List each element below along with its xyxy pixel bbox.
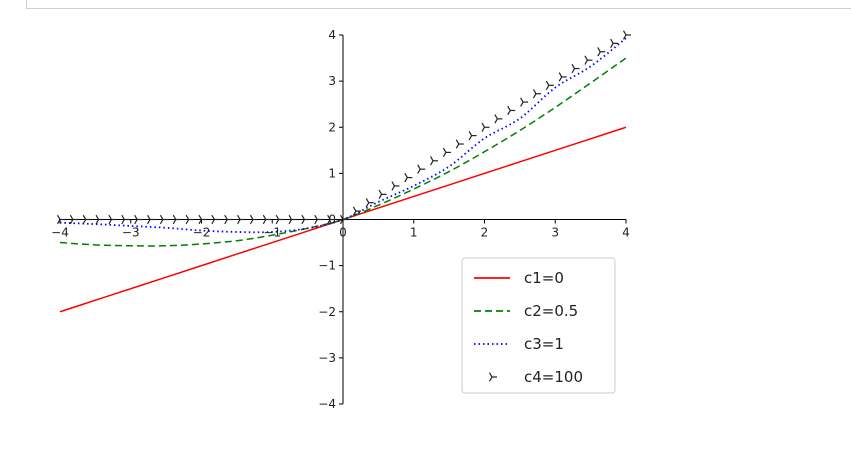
series-4-marker <box>69 214 78 225</box>
series-4-marker <box>378 189 387 199</box>
legend-box <box>461 257 616 394</box>
series-4-marker <box>314 214 323 225</box>
series-4-marker <box>571 63 580 74</box>
series-4-marker <box>237 214 246 225</box>
legend-marker <box>488 372 497 382</box>
y-tick-label: −3 <box>318 351 336 365</box>
series-4-marker <box>249 214 258 225</box>
series-4-marker <box>622 30 631 40</box>
x-tick-label: −2 <box>193 226 211 240</box>
series-4-marker <box>352 206 361 216</box>
series-4-marker <box>134 214 143 225</box>
series-4-marker <box>211 214 220 225</box>
ticks: −4 −3 −2 −1 0 1 2 3 4 −4 −3 −2 −1 0 1 2 3 4 <box>51 28 630 411</box>
series-4-marker <box>468 131 477 141</box>
series-4-marker <box>520 97 529 107</box>
x-tick-label: 0 <box>339 226 347 240</box>
series-4-marker <box>417 164 426 174</box>
y-tick-label: 1 <box>328 166 336 180</box>
x-tick-label: 2 <box>481 226 489 240</box>
legend-label: c1=0 <box>524 269 564 287</box>
series-4-marker <box>275 214 284 225</box>
series-4 <box>56 30 631 225</box>
series-4-marker <box>301 214 310 225</box>
y-tick-label: 3 <box>328 74 336 88</box>
y-tick-label: −4 <box>318 397 336 411</box>
legend-label: c2=0.5 <box>524 302 578 320</box>
series-4-marker <box>365 198 374 208</box>
series-line-2 <box>59 57 627 247</box>
x-tick-label: 1 <box>410 226 418 240</box>
legend-item: c1=0 <box>474 269 564 287</box>
y-tick-label: 0 <box>328 213 336 227</box>
legend: c1=0 c2=0.5 c3=1 c4=100 <box>461 257 616 394</box>
series-4-marker <box>82 214 91 225</box>
legend-item: c3=1 <box>474 335 564 353</box>
series-4-marker <box>224 214 233 225</box>
y-tick-label: 4 <box>328 28 336 42</box>
series-4-marker <box>108 214 117 225</box>
series-4-marker <box>545 80 554 90</box>
legend-item: c2=0.5 <box>474 302 578 320</box>
series-4-marker <box>532 89 541 99</box>
series-4-marker <box>455 139 464 149</box>
series-4-marker <box>597 47 606 57</box>
y-tick-label: −1 <box>318 259 336 273</box>
x-tick-label: 4 <box>622 226 630 240</box>
legend-label: c4=100 <box>524 368 583 386</box>
y-tick-label: −2 <box>318 305 336 319</box>
series-4-marker <box>481 122 490 132</box>
series-4-marker <box>147 214 156 225</box>
series-4-marker <box>391 181 400 191</box>
series-4-marker <box>172 214 181 225</box>
series-4-marker <box>404 172 413 183</box>
legend-item: c4=100 <box>488 368 583 386</box>
series-4-marker <box>121 214 130 225</box>
series-4-marker <box>159 214 168 225</box>
series-4-marker <box>442 147 451 158</box>
series-4-marker <box>288 214 297 225</box>
legend-label: c3=1 <box>524 335 564 353</box>
x-tick-label: 3 <box>551 226 559 240</box>
x-tick-label: −4 <box>51 226 69 240</box>
x-tick-label: −1 <box>263 226 281 240</box>
series-4-marker <box>262 214 271 225</box>
series-4-marker <box>558 72 567 82</box>
series-4-marker <box>507 105 516 116</box>
series-4-marker <box>95 214 104 225</box>
series-4-marker <box>327 214 336 225</box>
series-4-marker <box>610 38 619 49</box>
series-4-marker <box>185 214 194 225</box>
series-4-marker <box>584 55 593 65</box>
x-tick-label: −3 <box>122 226 140 240</box>
series-4-marker <box>430 156 439 166</box>
y-tick-label: 2 <box>328 120 336 134</box>
series-2 <box>59 57 627 247</box>
series-4-marker <box>494 114 503 124</box>
notebook-cell-border <box>26 0 851 9</box>
